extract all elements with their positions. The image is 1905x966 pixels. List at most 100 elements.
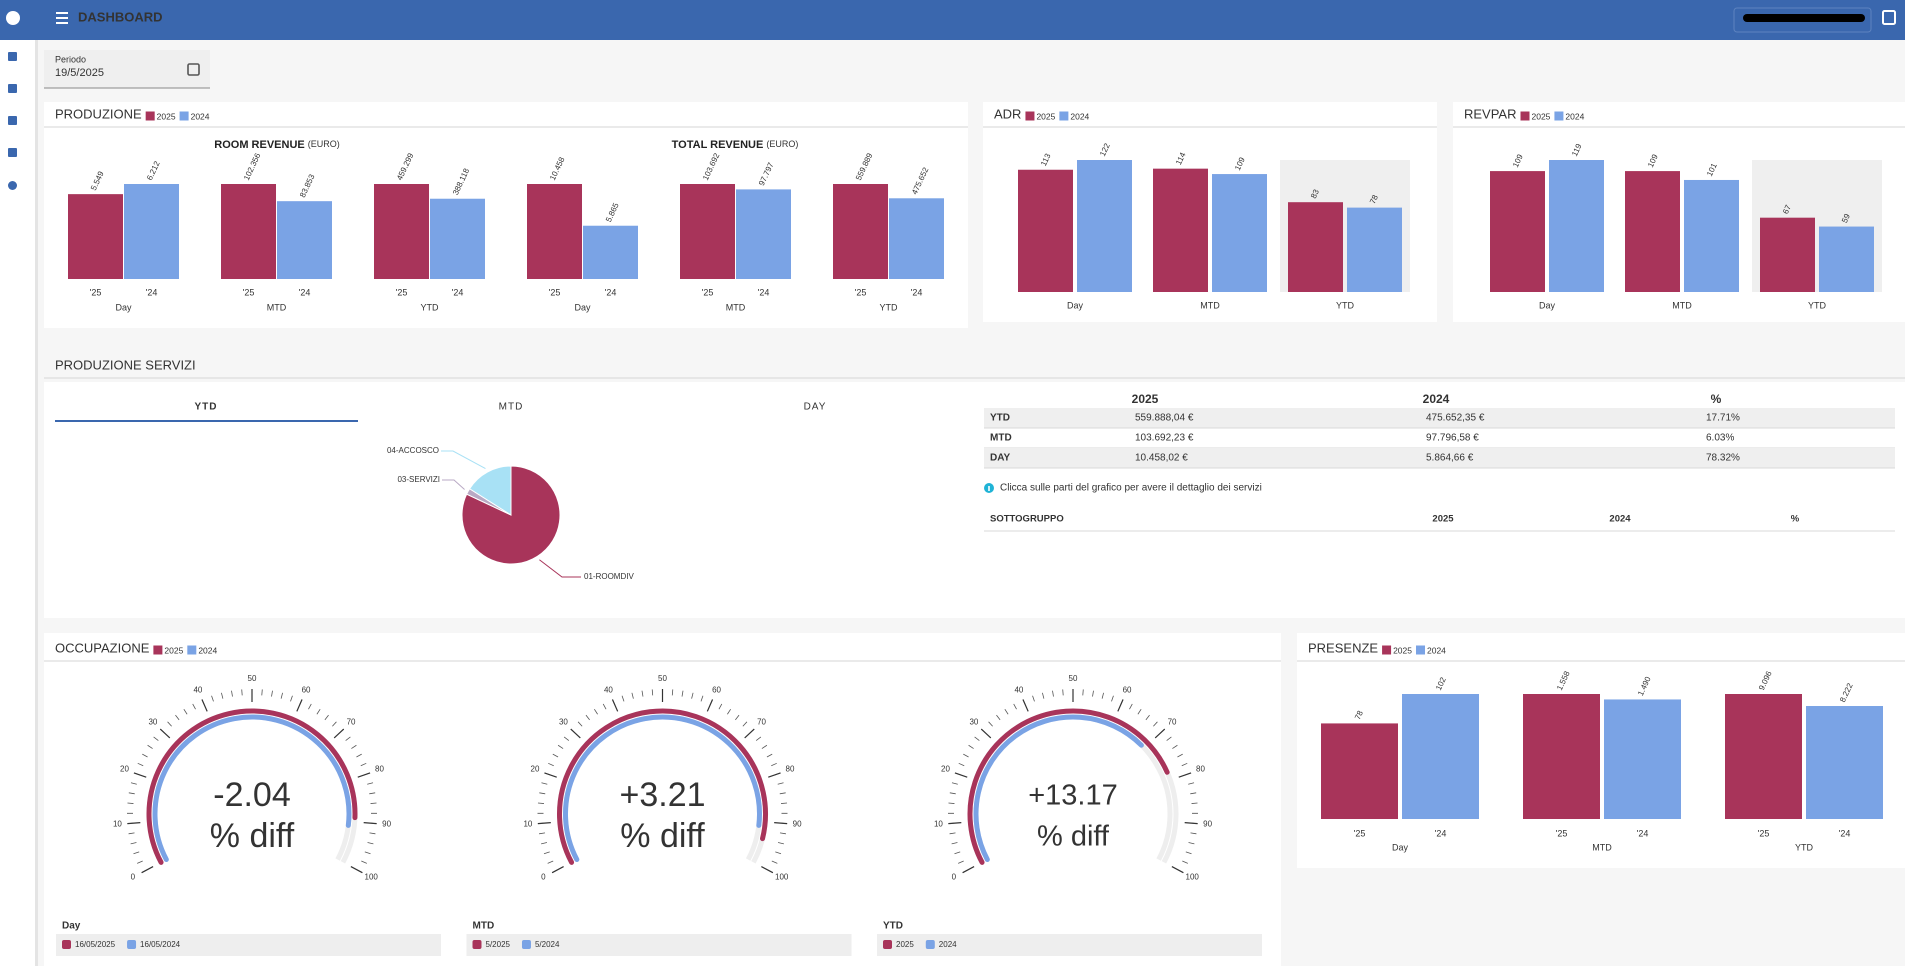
gauge-minor-tick bbox=[951, 782, 958, 785]
gauge-minor-tick bbox=[345, 736, 351, 741]
gauge-minor-tick bbox=[1177, 753, 1183, 758]
gauge-minor-tick bbox=[351, 744, 357, 749]
gauge-tick-label: 100 bbox=[365, 872, 379, 881]
gauge-arc bbox=[967, 708, 1170, 865]
gauge-minor-tick bbox=[356, 753, 362, 758]
page-title: DASHBOARD bbox=[78, 9, 163, 24]
menu-icon[interactable] bbox=[56, 12, 68, 14]
tab[interactable]: YTD bbox=[195, 402, 218, 413]
table-row-label: MTD bbox=[990, 433, 1012, 444]
search-box[interactable] bbox=[1733, 7, 1872, 33]
gauge-minor-tick bbox=[167, 721, 172, 727]
gauge-tick-label: 40 bbox=[193, 685, 202, 694]
table-cell: 559.888,04 € bbox=[1135, 413, 1194, 424]
bar bbox=[1321, 723, 1398, 819]
gauge-minor-tick bbox=[137, 762, 144, 767]
gauge-tick-label: 70 bbox=[757, 717, 766, 726]
category-label: '24 bbox=[1839, 828, 1851, 838]
period-field[interactable] bbox=[44, 50, 210, 88]
sidebar-icon[interactable] bbox=[8, 116, 17, 125]
legend-swatch bbox=[1025, 111, 1035, 121]
sidebar-icon[interactable] bbox=[8, 52, 17, 61]
table-cell: 10.458,02 € bbox=[1135, 453, 1188, 464]
table-cell: 6.03% bbox=[1706, 433, 1734, 444]
bar bbox=[1018, 169, 1073, 292]
gauge-minor-tick bbox=[153, 736, 159, 741]
gauge-major-tick bbox=[1184, 821, 1198, 825]
gauge-minor-tick bbox=[364, 851, 371, 855]
gauge-major-tick bbox=[1117, 699, 1124, 712]
gauge-unit: % diff bbox=[620, 817, 705, 855]
gauge-minor-tick bbox=[183, 708, 188, 715]
category-label: '25 bbox=[855, 287, 867, 297]
gauge-legend-title: YTD bbox=[883, 921, 903, 932]
gauge-minor-tick bbox=[539, 832, 546, 835]
chart-title-unit: (EURO) bbox=[308, 139, 340, 149]
category-label: '24 bbox=[452, 287, 464, 297]
group-label: MTD bbox=[1672, 300, 1692, 310]
calendar-icon[interactable] bbox=[1882, 10, 1896, 25]
gauge-minor-tick bbox=[231, 690, 233, 697]
gauge-minor-tick bbox=[951, 842, 958, 845]
gauge-minor-tick bbox=[175, 714, 180, 721]
gauge-minor-tick bbox=[968, 744, 974, 749]
gauge-minor-tick bbox=[577, 721, 583, 727]
bar bbox=[1725, 694, 1802, 819]
gauge-minor-tick bbox=[602, 703, 607, 710]
pie-slice[interactable] bbox=[468, 465, 512, 516]
category-label: '25 bbox=[549, 287, 561, 297]
gauge-minor-tick bbox=[360, 762, 367, 767]
gauge-minor-tick bbox=[949, 832, 956, 835]
gauge-arc bbox=[146, 708, 358, 865]
gauge-minor-tick bbox=[548, 762, 554, 767]
gauge-minor-tick bbox=[308, 703, 312, 710]
sidebar-icon[interactable] bbox=[8, 148, 17, 157]
gauge-minor-tick bbox=[192, 703, 196, 710]
bar-value-label: 59 bbox=[1840, 212, 1852, 224]
sidebar-icon[interactable] bbox=[8, 84, 17, 93]
user-icon[interactable] bbox=[6, 11, 20, 25]
gauge-minor-tick bbox=[958, 762, 965, 767]
gauge-tick-label: 90 bbox=[1203, 819, 1212, 828]
bar bbox=[1212, 174, 1267, 292]
gauge-minor-tick bbox=[779, 792, 786, 795]
bar-value-label: 78 bbox=[1353, 709, 1365, 721]
menu-icon[interactable] bbox=[56, 22, 68, 24]
tab[interactable]: MTD bbox=[499, 402, 524, 413]
gauge-minor-tick bbox=[147, 744, 153, 749]
legend-label: 2024 bbox=[1565, 111, 1584, 121]
gauge-minor-tick bbox=[361, 860, 367, 864]
period-calendar-icon[interactable] bbox=[187, 63, 200, 76]
menu-icon[interactable] bbox=[56, 17, 68, 19]
sidebar-icon[interactable] bbox=[8, 181, 17, 190]
category-label: '24 bbox=[911, 287, 923, 297]
gauge-value: +13.17 bbox=[1028, 780, 1118, 812]
gauge-tick-label: 0 bbox=[952, 872, 957, 881]
legend-label: 2025 bbox=[1532, 111, 1551, 121]
gauge-minor-tick bbox=[1137, 708, 1142, 715]
panel bbox=[44, 633, 1281, 966]
gauge-minor-tick bbox=[1172, 744, 1178, 749]
table-header: 2025 bbox=[1132, 392, 1159, 406]
gauge-minor-tick bbox=[585, 714, 590, 721]
table-header: % bbox=[1711, 392, 1722, 406]
gauge-minor-tick bbox=[1042, 692, 1045, 699]
bar bbox=[1819, 226, 1874, 292]
gauge-unit: % diff bbox=[210, 817, 295, 855]
gauge-major-tick bbox=[133, 772, 147, 778]
category-label: '25 bbox=[1556, 828, 1568, 838]
gauge-minor-tick bbox=[271, 690, 273, 697]
gauge-arc bbox=[152, 714, 352, 863]
category-label: '24 bbox=[605, 287, 617, 297]
gauge-minor-tick bbox=[552, 753, 559, 758]
gauge-minor-tick bbox=[290, 695, 293, 702]
tab[interactable]: DAY bbox=[804, 402, 827, 413]
bar bbox=[833, 184, 888, 279]
legend-label: 2024 bbox=[939, 940, 957, 949]
gauge-major-tick bbox=[980, 728, 992, 739]
category-label: '25 bbox=[1758, 828, 1770, 838]
legend-swatch bbox=[127, 940, 137, 949]
gauge-legend-title: Day bbox=[62, 921, 81, 932]
gauge-minor-tick bbox=[948, 802, 955, 804]
gauge-minor-tick bbox=[370, 802, 377, 804]
